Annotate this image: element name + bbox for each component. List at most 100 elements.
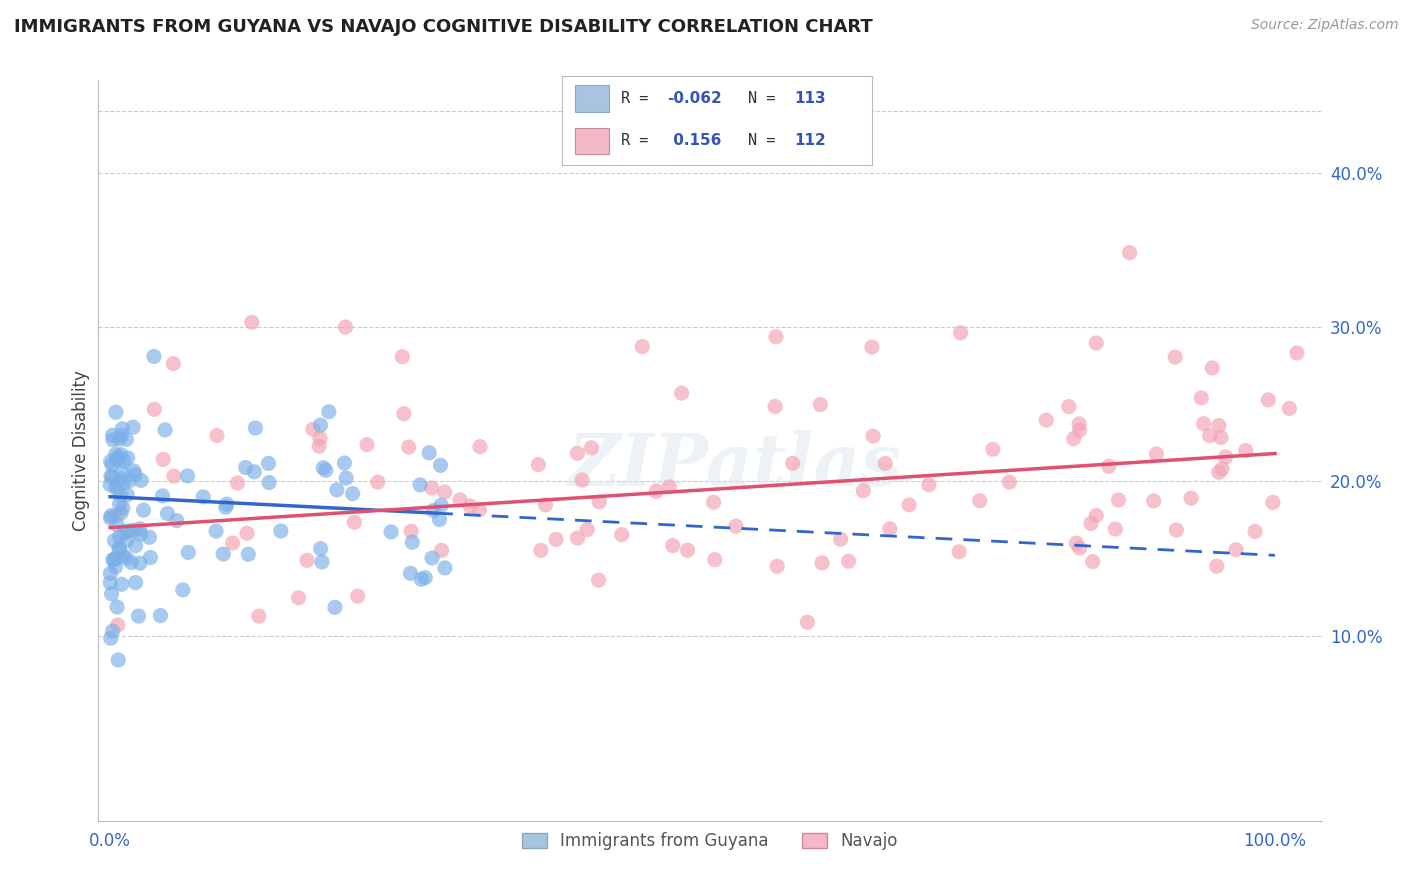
Point — [107, 618, 129, 632]
Point — [1164, 350, 1187, 364]
Point — [107, 450, 129, 465]
Point — [1069, 423, 1091, 437]
Text: N =: N = — [748, 91, 785, 105]
Point — [101, 470, 124, 484]
Point — [879, 522, 901, 536]
Point — [765, 330, 787, 344]
Point — [236, 526, 259, 541]
Point — [115, 551, 138, 566]
Point — [100, 587, 122, 601]
Point — [969, 493, 991, 508]
Point — [176, 469, 198, 483]
Point — [567, 446, 589, 460]
Point — [1285, 346, 1308, 360]
Point — [458, 499, 481, 513]
Text: N =: N = — [748, 134, 785, 148]
Point — [581, 441, 603, 455]
Point — [122, 464, 145, 478]
Point — [411, 572, 433, 586]
Point — [1143, 494, 1166, 508]
Point — [117, 450, 139, 465]
Point — [212, 547, 235, 561]
Point — [103, 533, 125, 548]
Point — [132, 503, 155, 517]
Point — [409, 478, 432, 492]
Point — [108, 530, 131, 544]
Point — [105, 481, 128, 495]
Point — [998, 475, 1021, 489]
Point — [104, 508, 127, 523]
Point — [852, 483, 875, 498]
Point — [948, 545, 970, 559]
Text: 113: 113 — [794, 91, 825, 105]
Point — [1261, 495, 1284, 509]
Point — [449, 492, 471, 507]
Point — [830, 533, 852, 547]
Point — [110, 487, 132, 501]
Point — [111, 549, 134, 563]
Point — [302, 422, 325, 436]
Point — [270, 524, 292, 538]
Point — [1244, 524, 1267, 539]
Point — [240, 315, 263, 329]
Point — [139, 550, 162, 565]
Y-axis label: Cognitive Disability: Cognitive Disability — [72, 370, 90, 531]
Text: -0.062: -0.062 — [668, 91, 723, 105]
Point — [433, 561, 456, 575]
Point — [703, 552, 725, 566]
Point — [468, 503, 491, 517]
Point — [101, 428, 124, 442]
Point — [245, 421, 267, 435]
Point — [101, 552, 124, 566]
Point — [1069, 541, 1091, 556]
Point — [311, 555, 333, 569]
Text: Source: ZipAtlas.com: Source: ZipAtlas.com — [1251, 18, 1399, 32]
Point — [399, 566, 422, 581]
Point — [309, 418, 332, 433]
Point — [342, 486, 364, 500]
Point — [1180, 491, 1202, 505]
Bar — [575, 128, 609, 154]
Point — [110, 472, 132, 486]
Point — [1069, 417, 1091, 431]
Point — [100, 631, 122, 645]
Point — [1189, 391, 1212, 405]
Text: IMMIGRANTS FROM GUYANA VS NAVAJO COGNITIVE DISABILITY CORRELATION CHART: IMMIGRANTS FROM GUYANA VS NAVAJO COGNITI… — [14, 18, 873, 36]
Point — [433, 485, 456, 500]
Point — [530, 543, 553, 558]
Text: ZIPatlas: ZIPatlas — [568, 430, 901, 500]
Point — [308, 439, 330, 453]
Point — [588, 573, 610, 587]
Point — [1108, 493, 1130, 508]
Point — [418, 446, 440, 460]
Point — [295, 553, 318, 567]
Point — [287, 591, 309, 605]
Point — [1063, 432, 1085, 446]
Point — [108, 497, 131, 511]
Point — [356, 437, 378, 451]
Point — [430, 498, 453, 512]
Point — [221, 536, 243, 550]
Point — [100, 454, 122, 468]
Point — [122, 420, 145, 434]
Point — [838, 554, 860, 568]
Point — [380, 524, 402, 539]
Point — [1215, 450, 1237, 464]
Point — [128, 609, 150, 624]
Point — [399, 524, 422, 539]
Point — [124, 539, 146, 553]
Point — [112, 454, 135, 468]
Point — [143, 402, 166, 417]
Point — [398, 440, 420, 454]
Point — [527, 458, 550, 472]
Point — [215, 500, 238, 515]
Point — [1225, 542, 1247, 557]
Point — [391, 350, 413, 364]
Point — [205, 524, 228, 538]
Point — [243, 465, 266, 479]
Point — [576, 523, 599, 537]
Point — [115, 533, 138, 548]
Point — [235, 460, 257, 475]
Point — [333, 456, 356, 470]
Point — [162, 357, 184, 371]
